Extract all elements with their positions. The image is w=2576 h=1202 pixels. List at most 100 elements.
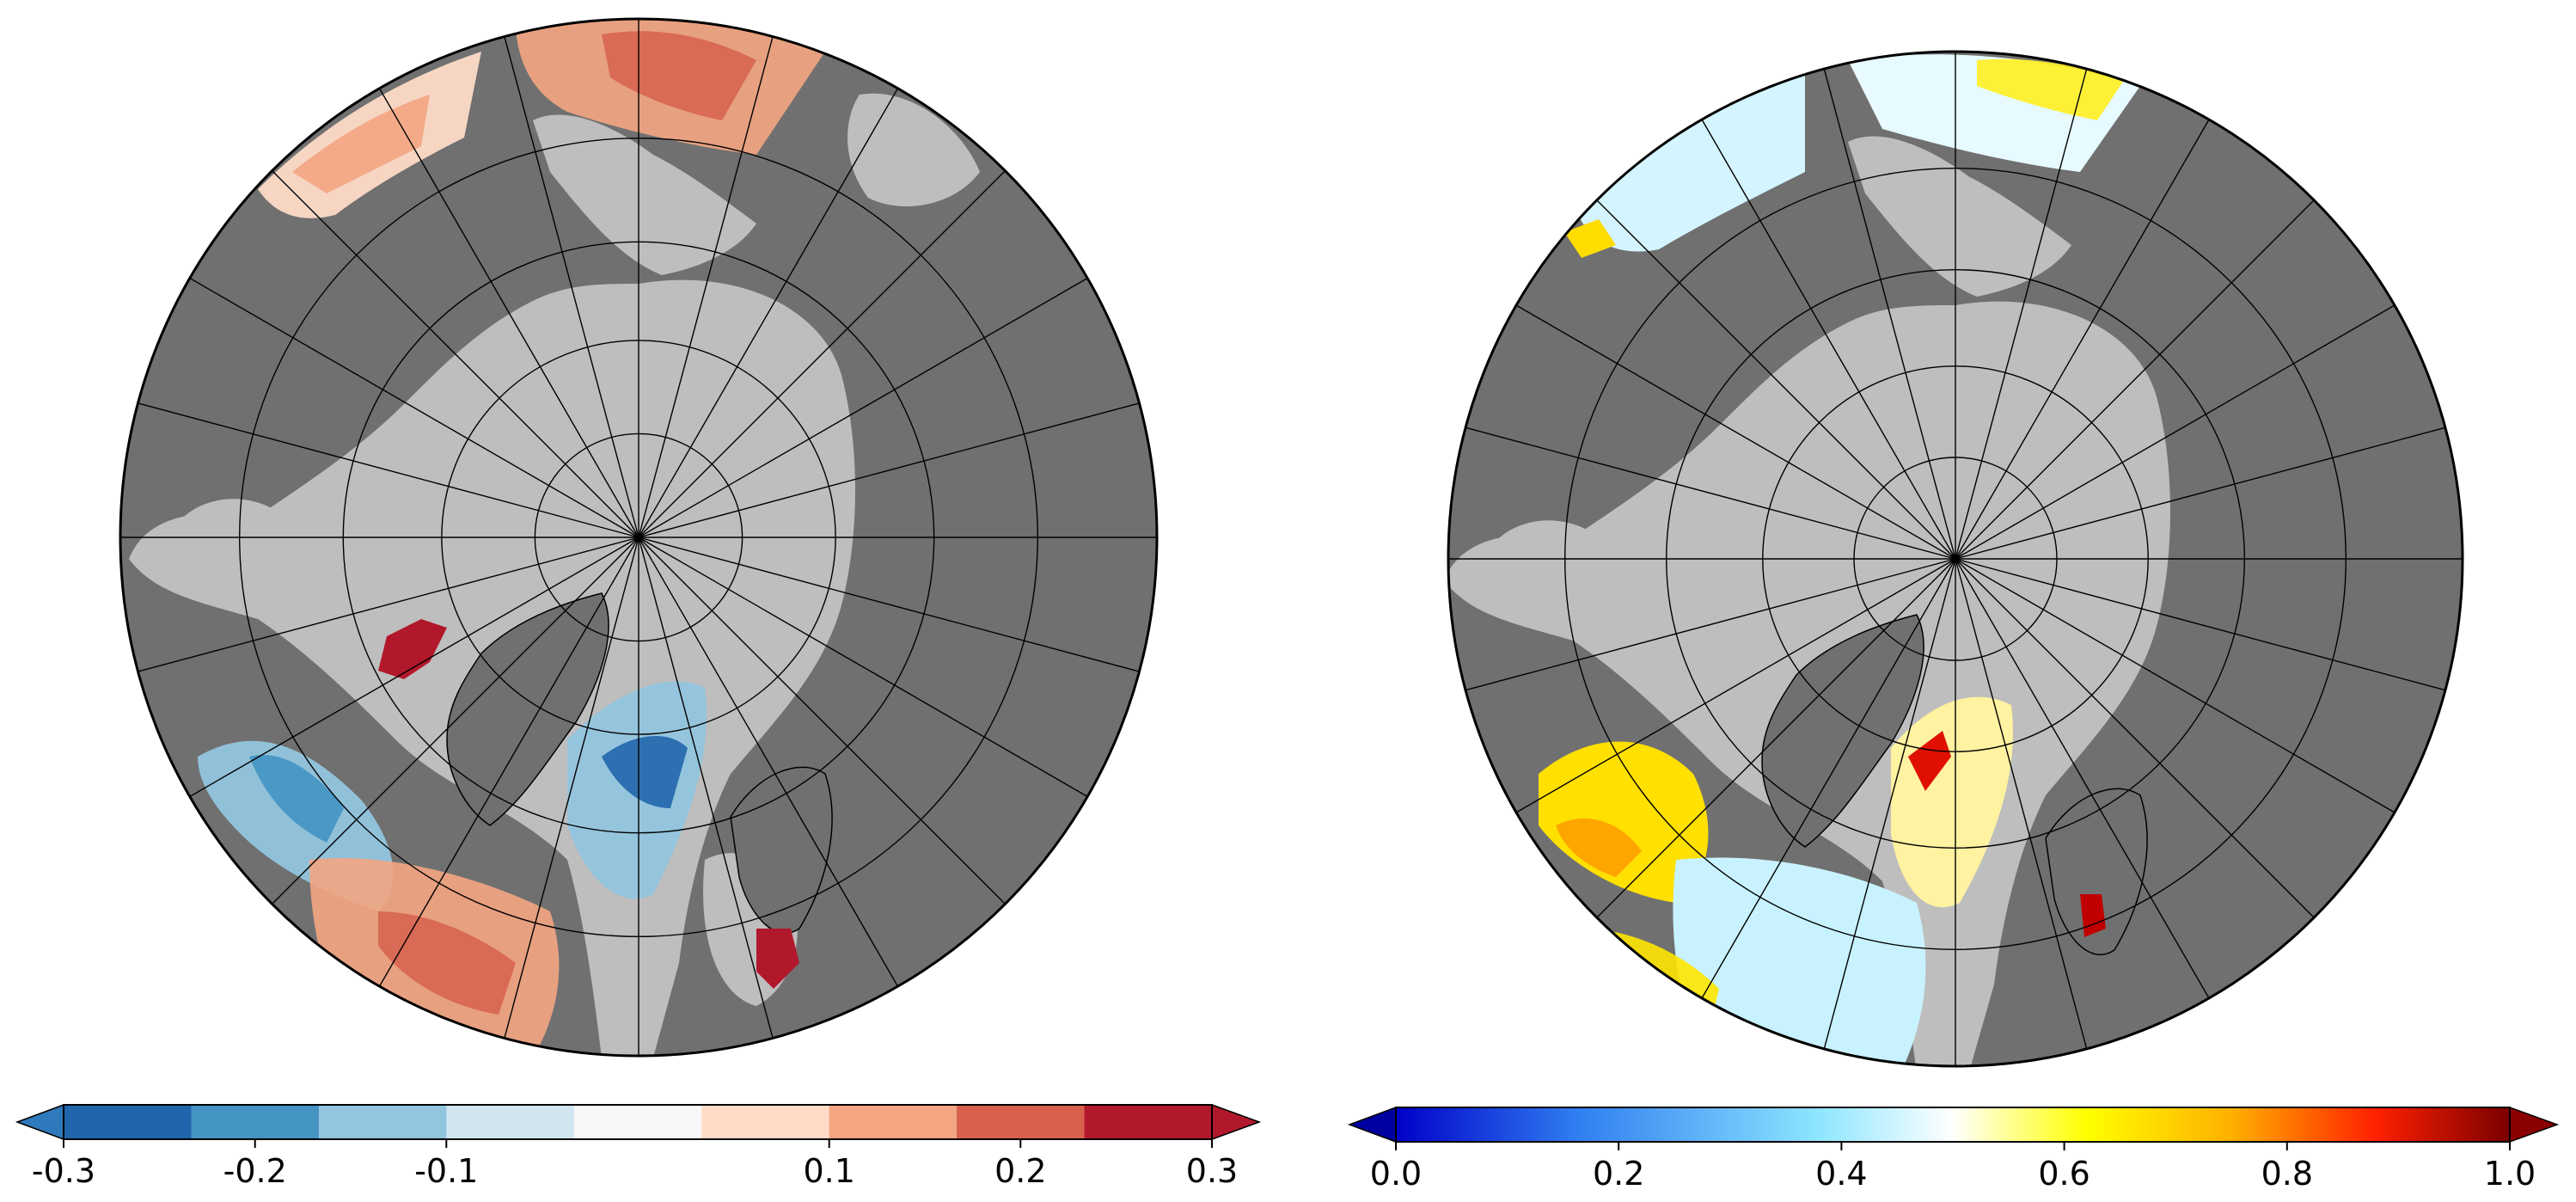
left-map-meridian-line xyxy=(638,36,774,538)
right-map-boundary xyxy=(1447,50,2464,1068)
left-colorbar-tick-label: 0.3 xyxy=(1186,1152,1238,1190)
right-colorbar-tick-label: 0.0 xyxy=(1370,1155,1422,1193)
left-map-meridian-line xyxy=(272,537,639,905)
right-map-hudson-ice xyxy=(1496,520,1609,632)
left-colorbar-segment xyxy=(957,1105,1086,1139)
right-map-meridian-line xyxy=(1955,426,2446,560)
left-colorbar-tick-label: -0.1 xyxy=(414,1152,478,1190)
right-map-meridian-line xyxy=(1465,426,1956,560)
left-colorbar-segment xyxy=(829,1105,958,1139)
left-map-graticule xyxy=(120,19,1157,1056)
right-map-meridian-line xyxy=(1955,558,2210,999)
left-map-meridian-line xyxy=(378,88,639,538)
left-map-meridian-line xyxy=(638,170,1006,538)
right-map-data-norwegian-red xyxy=(1908,731,1951,791)
left-map-meridian-line xyxy=(638,537,1088,798)
left-map-meridian-line xyxy=(638,537,1140,672)
right-map-meridian-line xyxy=(1515,558,1956,813)
right-map-data-pacific xyxy=(1573,69,1805,252)
left-colorbar-segment xyxy=(1084,1105,1213,1139)
left-colorbar-segments xyxy=(64,1105,1213,1139)
left-map-anomaly-baltic xyxy=(756,929,799,989)
right-map-greenland xyxy=(1761,614,1924,848)
left-map-meridian-line xyxy=(504,537,639,1039)
right-map-meridian-line xyxy=(1955,558,2446,691)
left-map-kara-ice xyxy=(847,93,980,206)
right-colorbar-tick-label: 0.8 xyxy=(2261,1155,2313,1193)
right-map-meridian-line xyxy=(1955,119,2210,560)
left-map-meridian-line xyxy=(638,537,899,987)
left-map-meridian-line xyxy=(504,36,639,538)
left-colorbar-tick-label: -0.3 xyxy=(32,1152,95,1190)
right-map-meridian-line xyxy=(1955,558,2088,1050)
left-colorbar-segment xyxy=(318,1105,447,1139)
left-map-meridian-line xyxy=(272,170,639,538)
left-map-anomaly-norwegian-core xyxy=(602,736,688,808)
left-colorbar-tick-label: 0.1 xyxy=(803,1152,854,1190)
right-colorbar-tick-label: 0.6 xyxy=(2038,1155,2090,1193)
left-colorbar-under-arrow xyxy=(15,1103,64,1141)
left-map-boundary xyxy=(119,17,1159,1058)
left-map-meridian-line xyxy=(138,537,639,672)
left-map-anomaly-pacific-core xyxy=(602,31,756,120)
right-colorbar: 0.0 0.2 0.4 0.6 0.8 1.0 xyxy=(1347,1106,2560,1193)
right-map-meridian-line xyxy=(1596,558,1956,918)
left-colorbar-segment xyxy=(701,1105,830,1139)
left-map-meridian-line xyxy=(638,537,774,1039)
left-colorbar: -0.3 -0.2 -0.1 0.1 0.2 0.3 xyxy=(15,1103,1262,1190)
right-colorbar-tick-label: 0.2 xyxy=(1593,1155,1644,1193)
right-map-data-bering-yellow xyxy=(1564,219,1616,258)
right-map-graticule xyxy=(1448,52,2463,1066)
right-map-meridian-line xyxy=(1955,558,2315,918)
left-colorbar-tick-label: -0.2 xyxy=(223,1152,287,1190)
left-map-greenland xyxy=(446,592,609,826)
right-map-meridian-line xyxy=(1955,304,2395,560)
left-map-anomaly-baffin xyxy=(378,619,447,679)
left-map-meridian-line xyxy=(638,88,899,538)
left-map-meridian-line xyxy=(378,537,639,987)
right-map-meridian-line xyxy=(1955,68,2088,560)
left-map-anomaly-bering-core xyxy=(292,95,430,193)
left-colorbar-segment xyxy=(64,1105,192,1139)
right-colorbar-frame xyxy=(1395,1107,2511,1143)
right-map-data-labrador-orange xyxy=(1556,818,1642,877)
right-map-meridian-line xyxy=(1955,558,2395,813)
right-map-data-labrador xyxy=(1539,741,1709,903)
right-colorbar-gradient xyxy=(1396,1107,2510,1142)
right-colorbar-ticks: 0.0 0.2 0.4 0.6 0.8 1.0 xyxy=(1370,1142,2536,1193)
left-map xyxy=(119,17,1159,1058)
right-colorbar-tick-label: 0.4 xyxy=(1815,1155,1867,1193)
left-colorbar-frame xyxy=(63,1104,1213,1140)
right-map-meridian-line xyxy=(1823,68,1956,560)
left-colorbar-ticks: -0.3 -0.2 -0.1 0.1 0.2 0.3 xyxy=(32,1139,1238,1190)
right-map xyxy=(1447,50,2464,1068)
right-map-meridian-line xyxy=(1955,199,2315,560)
right-map-meridian-line xyxy=(1701,119,1956,560)
right-map-meridian-line xyxy=(1596,199,1956,560)
right-map-data-north-pacific-yellow xyxy=(1977,58,2123,120)
left-colorbar-tick-label: 0.2 xyxy=(994,1152,1046,1190)
left-map-north-sea-ice xyxy=(533,114,756,275)
left-colorbar-segment xyxy=(573,1105,702,1139)
right-colorbar-under-arrow xyxy=(1347,1106,1397,1144)
left-map-meridian-line xyxy=(189,277,639,538)
right-map-meridian-line xyxy=(1823,558,1956,1050)
right-colorbar-over-arrow xyxy=(2509,1106,2560,1144)
right-map-meridian-line xyxy=(1701,558,1956,999)
left-map-meridian-line xyxy=(138,402,639,538)
right-map-meridian-line xyxy=(1515,304,1956,560)
left-colorbar-segment xyxy=(191,1105,320,1139)
right-map-north-sea-ice xyxy=(1848,136,2071,297)
left-map-anomaly-labrador-core xyxy=(249,755,344,843)
left-colorbar-segment xyxy=(446,1105,575,1139)
right-colorbar-tick-label: 1.0 xyxy=(2484,1155,2536,1193)
right-map-scandinavia xyxy=(2045,788,2148,956)
right-map-meridian-line xyxy=(1465,558,1956,691)
left-map-meridian-line xyxy=(189,537,639,798)
left-map-meridian-line xyxy=(638,537,1006,905)
left-colorbar-over-arrow xyxy=(1211,1103,1262,1141)
left-map-anomaly-atlantic-core xyxy=(378,911,516,1015)
left-map-meridian-line xyxy=(638,277,1088,538)
left-map-meridian-line xyxy=(638,402,1140,538)
